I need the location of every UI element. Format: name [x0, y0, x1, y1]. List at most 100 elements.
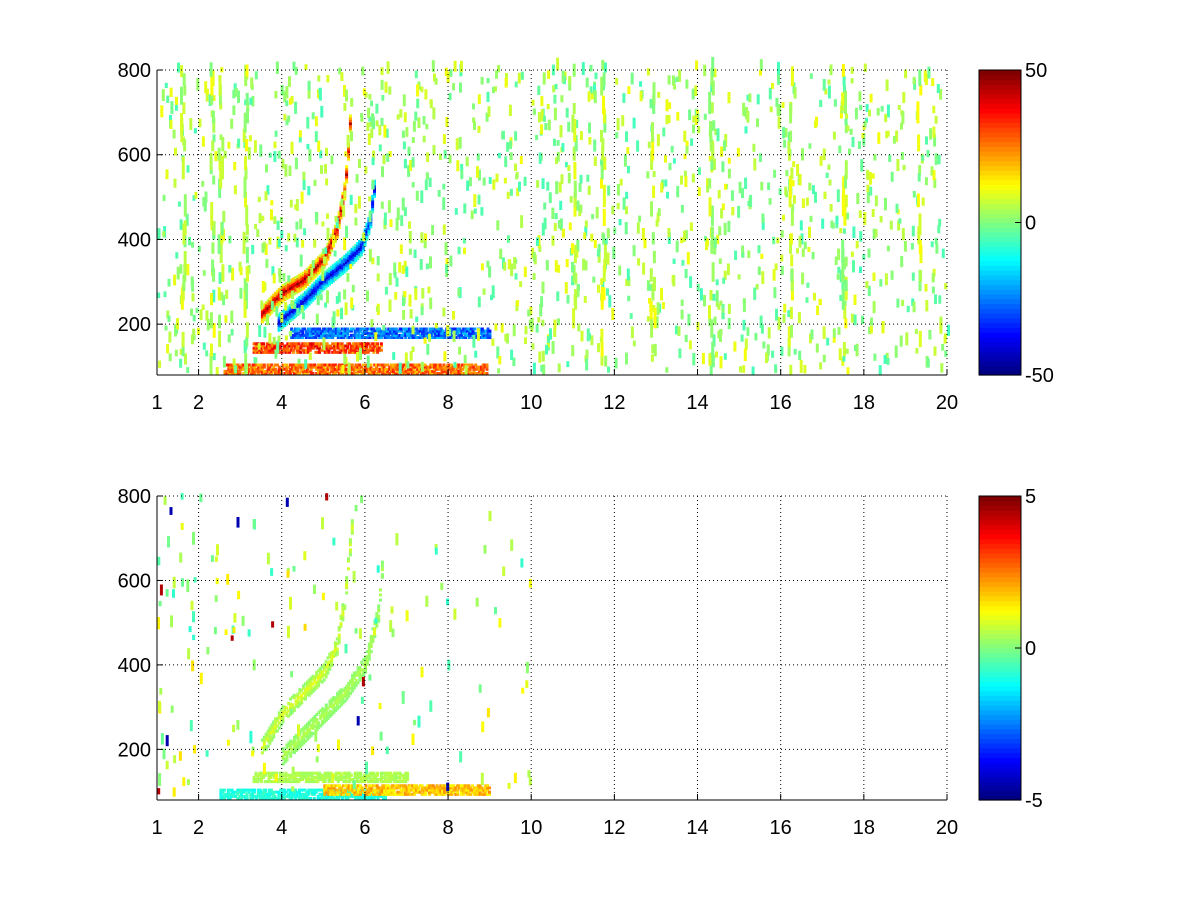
noise-cell	[590, 335, 594, 346]
band-cell	[293, 331, 297, 335]
band-cell	[391, 773, 395, 777]
noise-cell	[927, 66, 931, 79]
ridge-cell	[292, 289, 296, 293]
noise-cell	[340, 72, 344, 81]
streak-cell	[709, 290, 713, 301]
streak-cell	[574, 135, 578, 152]
band-cell	[340, 331, 344, 335]
noise-cell	[488, 266, 492, 278]
band-cell	[242, 372, 246, 375]
noise-cell	[302, 180, 306, 190]
ridge-cell	[293, 743, 296, 747]
noise-cell	[465, 156, 469, 167]
band-cell	[375, 367, 379, 371]
ridge-cell	[294, 281, 298, 285]
noise-cell	[388, 86, 392, 95]
streak-cell	[182, 274, 186, 292]
ridge-cell	[348, 254, 352, 258]
ridge-cell	[365, 235, 369, 239]
ridge-cell	[294, 278, 298, 282]
noise-cell	[332, 234, 336, 247]
noise-cell	[774, 368, 778, 374]
band-cell	[402, 331, 406, 335]
ridge-cell	[289, 742, 293, 746]
band-cell	[335, 367, 339, 371]
band-cell	[361, 346, 365, 350]
noise-cell	[366, 290, 369, 302]
band-cell	[359, 778, 363, 781]
band-cell	[353, 348, 357, 352]
band-cell	[314, 350, 318, 354]
band-cell	[321, 773, 325, 777]
noise-cell	[476, 166, 479, 178]
band-cell	[357, 348, 361, 352]
streak-cell	[183, 220, 187, 236]
band-cell	[382, 797, 386, 800]
noise-cell	[222, 210, 226, 223]
ridge-cell	[326, 252, 330, 256]
noise-cell	[807, 246, 811, 253]
streak-cell	[210, 202, 214, 226]
band-cell	[469, 327, 473, 331]
band-cell	[457, 363, 461, 367]
band-cell	[327, 344, 331, 348]
band-cell	[272, 369, 276, 373]
noise-cell	[632, 117, 636, 129]
ridge-cell	[322, 713, 326, 716]
band-cell	[286, 792, 290, 796]
band-cell	[256, 792, 260, 796]
ridge-cell	[359, 243, 363, 247]
band-cell	[242, 367, 246, 371]
band-cell	[340, 336, 344, 339]
streak-cell	[790, 203, 794, 226]
ridge-cell	[262, 748, 266, 752]
band-cell	[328, 790, 332, 794]
band-cell	[331, 336, 335, 339]
ridge-cell	[281, 323, 285, 327]
band-cell	[238, 372, 242, 375]
band-cell	[277, 792, 281, 796]
ridge-cell	[302, 279, 306, 283]
ridge-cell	[266, 737, 270, 741]
band-cell	[394, 336, 398, 339]
noise-cell	[941, 343, 945, 351]
band-cell	[475, 333, 479, 337]
ridge-cell	[292, 284, 296, 288]
ridge-cell	[354, 684, 358, 687]
noise-cell	[799, 220, 803, 231]
band-cell	[322, 794, 326, 798]
ridge-cell	[289, 702, 292, 706]
ridge-cell	[326, 276, 330, 280]
band-cell	[488, 336, 492, 339]
noise-cell	[766, 344, 770, 356]
band-cell	[355, 778, 359, 781]
ridge-cell	[318, 669, 322, 673]
ridge-cell	[302, 736, 306, 740]
ridge-cell	[320, 257, 324, 261]
band-cell	[236, 792, 240, 796]
ridge-cell	[283, 285, 287, 289]
noise-cell	[523, 266, 527, 278]
ridge-cell	[289, 739, 293, 743]
noise-cell	[416, 98, 420, 109]
band-cell	[390, 367, 393, 371]
streak-cell	[180, 86, 183, 105]
ridge-cell	[315, 294, 318, 298]
noise-cell	[464, 365, 468, 375]
band-cell	[294, 369, 298, 373]
ridge-cell	[343, 265, 347, 269]
band-cell	[479, 329, 482, 333]
band-cell	[286, 773, 290, 777]
band-cell	[260, 369, 264, 373]
ridge-cell	[311, 682, 315, 686]
ridge-cell	[305, 275, 309, 279]
noise-cell	[491, 338, 495, 346]
ridge-cell	[345, 692, 349, 696]
noise-cell	[561, 70, 565, 84]
band-cell	[312, 327, 316, 331]
band-cell	[378, 333, 381, 337]
ridge-cell	[358, 250, 361, 254]
band-cell	[333, 773, 337, 777]
noise-cell	[349, 263, 353, 269]
noise-cell	[376, 273, 380, 282]
